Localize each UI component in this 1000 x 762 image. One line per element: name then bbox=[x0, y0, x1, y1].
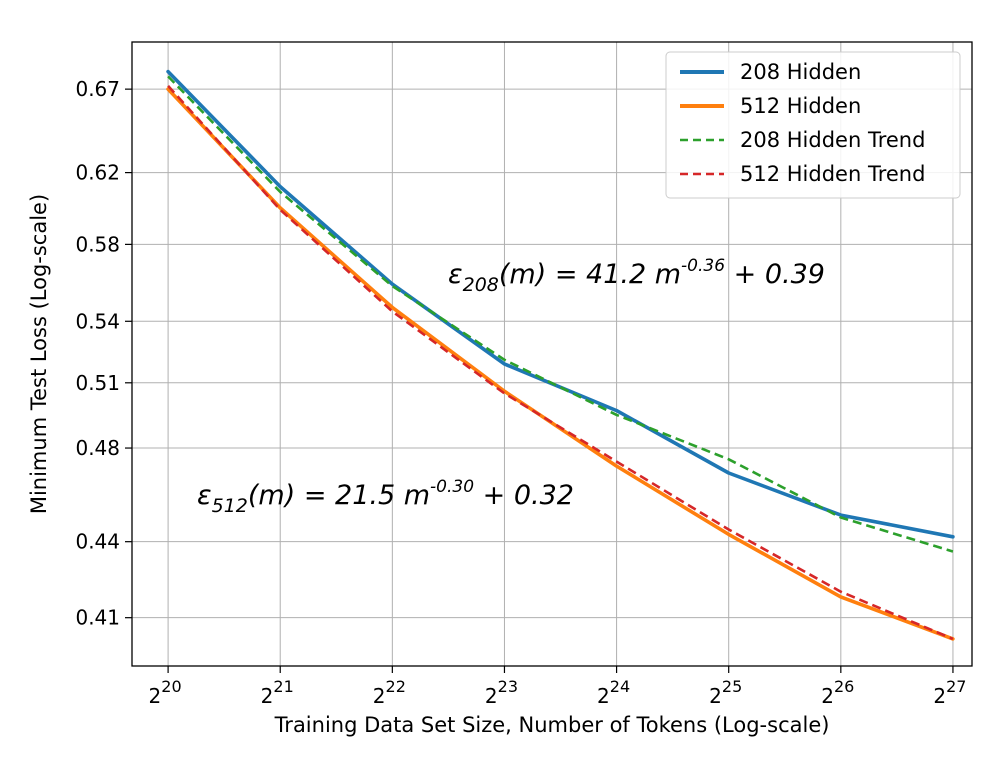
legend-label-512-hidden-trend: 512 Hidden Trend bbox=[740, 162, 925, 186]
x-tick-label: 225 bbox=[709, 677, 742, 708]
legend: 208 Hidden 512 Hidden 208 Hidden Trend 5… bbox=[665, 51, 961, 199]
y-axis-ticks: 0.41 0.44 0.48 0.51 0.54 0.58 0.62 0.67 bbox=[75, 77, 132, 630]
y-tick-label: 0.44 bbox=[75, 530, 120, 554]
legend-label-208-hidden: 208 Hidden bbox=[740, 60, 861, 84]
x-tick-label: 223 bbox=[485, 677, 518, 708]
y-tick-label: 0.41 bbox=[75, 606, 120, 630]
y-tick-label: 0.54 bbox=[75, 309, 120, 333]
y-tick-label: 0.51 bbox=[75, 371, 120, 395]
series-line-512-hidden-trend bbox=[167, 85, 954, 641]
series-lines bbox=[166, 69, 955, 641]
y-tick-label: 0.58 bbox=[75, 232, 120, 256]
series-line-208-hidden-trend bbox=[167, 75, 954, 553]
y-tick-label: 0.48 bbox=[75, 436, 120, 460]
x-tick-label: 222 bbox=[373, 677, 406, 708]
x-tick-label: 220 bbox=[149, 677, 182, 708]
annotation-208: ε208(m) = 41.2 m-0.36 + 0.39 bbox=[448, 256, 825, 296]
plot-frame bbox=[131, 41, 973, 667]
legend-label-208-hidden-trend: 208 Hidden Trend bbox=[740, 128, 925, 152]
y-tick-label: 0.67 bbox=[75, 77, 120, 101]
x-axis-label: Training Data Set Size, Number of Tokens… bbox=[274, 713, 830, 737]
y-axis-label: Minimum Test Loss (Log-scale) bbox=[27, 194, 51, 514]
x-tick-label: 227 bbox=[933, 677, 966, 708]
x-tick-label: 221 bbox=[261, 677, 294, 708]
x-axis-ticks: 220 221 222 223 224 225 226 227 bbox=[149, 666, 966, 708]
x-tick-label: 226 bbox=[821, 677, 854, 708]
y-tick-label: 0.62 bbox=[75, 161, 120, 185]
annotation-512: ε512(m) = 21.5 m-0.30 + 0.32 bbox=[197, 477, 574, 517]
legend-box bbox=[665, 51, 961, 199]
legend-label-512-hidden: 512 Hidden bbox=[740, 94, 861, 118]
x-tick-label: 224 bbox=[597, 677, 630, 708]
